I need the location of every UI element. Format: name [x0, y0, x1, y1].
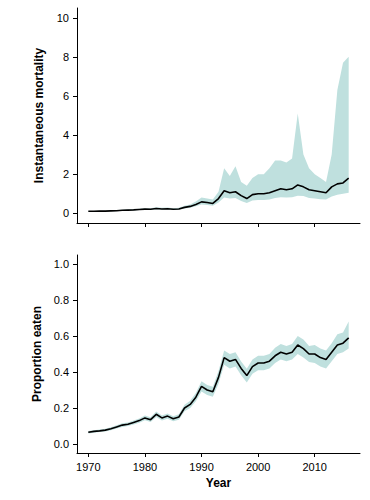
svg-text:Proportion eaten: Proportion eaten — [30, 306, 44, 402]
svg-text:6: 6 — [63, 90, 69, 102]
svg-text:10: 10 — [57, 12, 69, 24]
svg-text:1990: 1990 — [189, 461, 213, 473]
svg-text:0: 0 — [63, 207, 69, 219]
svg-text:Instantaneous mortality: Instantaneous mortality — [32, 47, 46, 183]
svg-text:0.6: 0.6 — [54, 330, 69, 342]
svg-text:0.0: 0.0 — [54, 438, 69, 450]
svg-text:0.8: 0.8 — [54, 294, 69, 306]
svg-text:2000: 2000 — [246, 461, 270, 473]
svg-text:0.4: 0.4 — [54, 366, 69, 378]
svg-text:1980: 1980 — [133, 461, 157, 473]
svg-text:1970: 1970 — [76, 461, 100, 473]
svg-text:2: 2 — [63, 168, 69, 180]
svg-text:2010: 2010 — [302, 461, 326, 473]
svg-text:0.2: 0.2 — [54, 402, 69, 414]
svg-text:Year: Year — [206, 476, 232, 490]
svg-text:1.0: 1.0 — [54, 258, 69, 270]
svg-text:8: 8 — [63, 51, 69, 63]
svg-text:4: 4 — [63, 129, 69, 141]
